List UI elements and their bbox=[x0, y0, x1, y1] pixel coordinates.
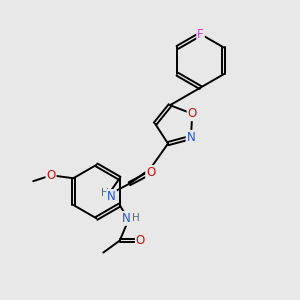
Text: O: O bbox=[188, 107, 197, 120]
Text: F: F bbox=[197, 28, 204, 40]
Text: O: O bbox=[46, 169, 56, 182]
Text: N: N bbox=[122, 212, 130, 225]
Text: N: N bbox=[187, 131, 195, 144]
Text: H: H bbox=[100, 188, 108, 198]
Text: H: H bbox=[132, 213, 140, 224]
Text: O: O bbox=[146, 166, 155, 179]
Text: N: N bbox=[107, 190, 116, 203]
Text: O: O bbox=[136, 234, 145, 247]
